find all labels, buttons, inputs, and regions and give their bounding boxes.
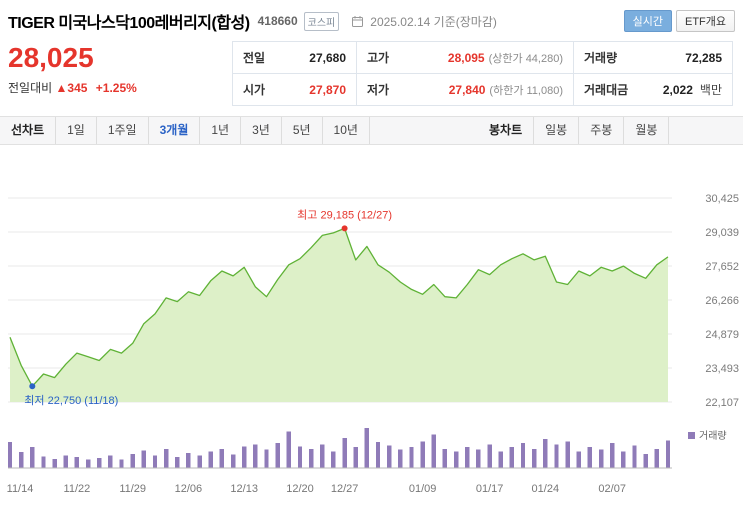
prev-close-value: 27,680 (309, 50, 346, 65)
price-change: 전일대비 ▲345 +1.25% (8, 79, 226, 96)
low-point-dot (29, 383, 36, 390)
y-axis-labels: 30,425 29,039 27,652 26,266 24,879 23,493 22,1… (705, 193, 739, 409)
volume-label: 거래량 (584, 51, 618, 65)
x-axis-label: 11/14 (7, 483, 34, 495)
open-value: 27,870 (309, 82, 346, 97)
tab-1day[interactable]: 1일 (56, 117, 97, 144)
tab-1year[interactable]: 1년 (200, 117, 242, 144)
price-block: 28,025 전일대비 ▲345 +1.25% (8, 41, 226, 96)
price-area-series (9, 227, 669, 402)
tab-5year[interactable]: 5년 (282, 117, 323, 144)
lower-limit: (하한가 11,080) (489, 84, 563, 97)
x-axis-label: 01/09 (409, 483, 437, 495)
trade-value-label: 거래대금 (584, 83, 629, 97)
line-chart-header: 선차트 (0, 117, 57, 144)
trade-value: 2,022 (662, 82, 693, 97)
tab-3month[interactable]: 3개월 (149, 117, 201, 144)
tab-1week[interactable]: 1주일 (97, 117, 149, 144)
table-row: 시가 27,870 저가 27,840 (하한가 11,080) 거래대금 2,… (232, 73, 733, 106)
volume-value: 72,285 (685, 50, 722, 65)
tab-3year[interactable]: 3년 (241, 117, 282, 144)
page-title: TIGER 미국나스닥100레버리지(합성) (8, 15, 250, 32)
x-axis-label: 01/17 (476, 483, 504, 495)
change-value: 345 (67, 81, 88, 96)
trade-value-unit: 백만 (699, 83, 722, 97)
x-axis-label: 01/24 (532, 483, 560, 495)
x-axis-label: 12/20 (286, 483, 314, 495)
x-axis-label: 12/06 (175, 483, 203, 495)
stock-code: 418660 (257, 14, 298, 28)
tab-10year[interactable]: 10년 (323, 117, 370, 144)
y-axis-label: 22,107 (705, 397, 739, 409)
upper-limit: (상한가 44,280) (488, 52, 563, 65)
price-chart: 30,425 29,039 27,652 26,266 24,879 23,493 22,1… (0, 145, 743, 502)
tab-daily-candle[interactable]: 일봉 (534, 117, 580, 144)
volume-bars (7, 428, 672, 469)
low-label: 저가 (367, 83, 390, 97)
high-value: 28,095 (447, 50, 485, 65)
y-axis-label: 27,652 (705, 261, 739, 273)
tab-monthly-candle[interactable]: 월봉 (624, 117, 670, 144)
realtime-badge[interactable]: 실시간 (623, 10, 672, 32)
change-label: 전일대비 (8, 81, 53, 96)
volume-legend-swatch (688, 432, 695, 439)
x-axis-label: 02/07 (598, 483, 626, 495)
low-value: 27,840 (448, 82, 486, 97)
price-chart-svg: 30,425 29,039 27,652 26,266 24,879 23,493 22,1… (7, 193, 739, 495)
high-label: 고가 (367, 51, 390, 65)
y-axis-label: 29,039 (705, 227, 739, 239)
header: TIGER 미국나스닥100레버리지(합성) 418660 코스피 2025.0… (0, 0, 743, 33)
x-axis-label: 11/22 (64, 483, 91, 495)
y-axis-label: 24,879 (705, 329, 739, 341)
high-annotation-label: 최고 29,185 (12/27) (297, 208, 392, 221)
volume-legend-label: 거래량 (699, 430, 727, 442)
y-axis-label: 30,425 (705, 193, 739, 205)
header-buttons: 실시간 ETF개요 (623, 10, 735, 32)
calendar-icon (351, 15, 364, 28)
volume-legend: 거래량 (688, 430, 727, 442)
date-info: 2025.02.14 기준(장마감) (370, 14, 497, 29)
y-axis-label: 23,493 (705, 363, 739, 375)
high-point-dot (341, 225, 348, 232)
candle-chart-header: 봉차트 (478, 117, 535, 144)
etf-overview-button[interactable]: ETF개요 (675, 10, 735, 32)
up-arrow-icon: ▲ (55, 81, 68, 96)
high-annotation: 최고 29,185 (12/27) (297, 208, 392, 232)
chart-period-tabbar: 선차트 1일 1주일 3개월 1년 3년 5년 10년 봉차트 일봉 주봉 월봉 (0, 116, 743, 145)
low-annotation: 최저 22,750 (11/18) (24, 383, 118, 407)
table-row: 전일 27,680 고가 28,095 (상한가 44,280) 거래량 72,… (232, 41, 733, 74)
low-annotation-label: 최저 22,750 (11/18) (24, 394, 118, 407)
x-axis-labels: 11/14 11/22 11/29 12/06 12/13 12/20 12/27 01/09… (7, 483, 626, 495)
price-section: 28,025 전일대비 ▲345 +1.25% 전일 27,680 고가 28,… (0, 33, 743, 116)
change-percent: +1.25% (95, 81, 137, 96)
x-axis-label: 11/29 (119, 483, 146, 495)
y-axis-label: 26,266 (705, 295, 739, 307)
price-summary-table: 전일 27,680 고가 28,095 (상한가 44,280) 거래량 72,… (232, 41, 733, 106)
tab-weekly-candle[interactable]: 주봉 (579, 117, 625, 144)
prev-close-label: 전일 (243, 51, 266, 65)
open-label: 시가 (243, 83, 266, 97)
current-price: 28,025 (8, 42, 94, 73)
market-badge: 코스피 (303, 11, 340, 31)
candle-tab-group: 봉차트 일봉 주봉 월봉 (478, 117, 670, 144)
x-axis-label: 12/13 (230, 483, 258, 495)
x-axis-label: 12/27 (331, 483, 359, 495)
